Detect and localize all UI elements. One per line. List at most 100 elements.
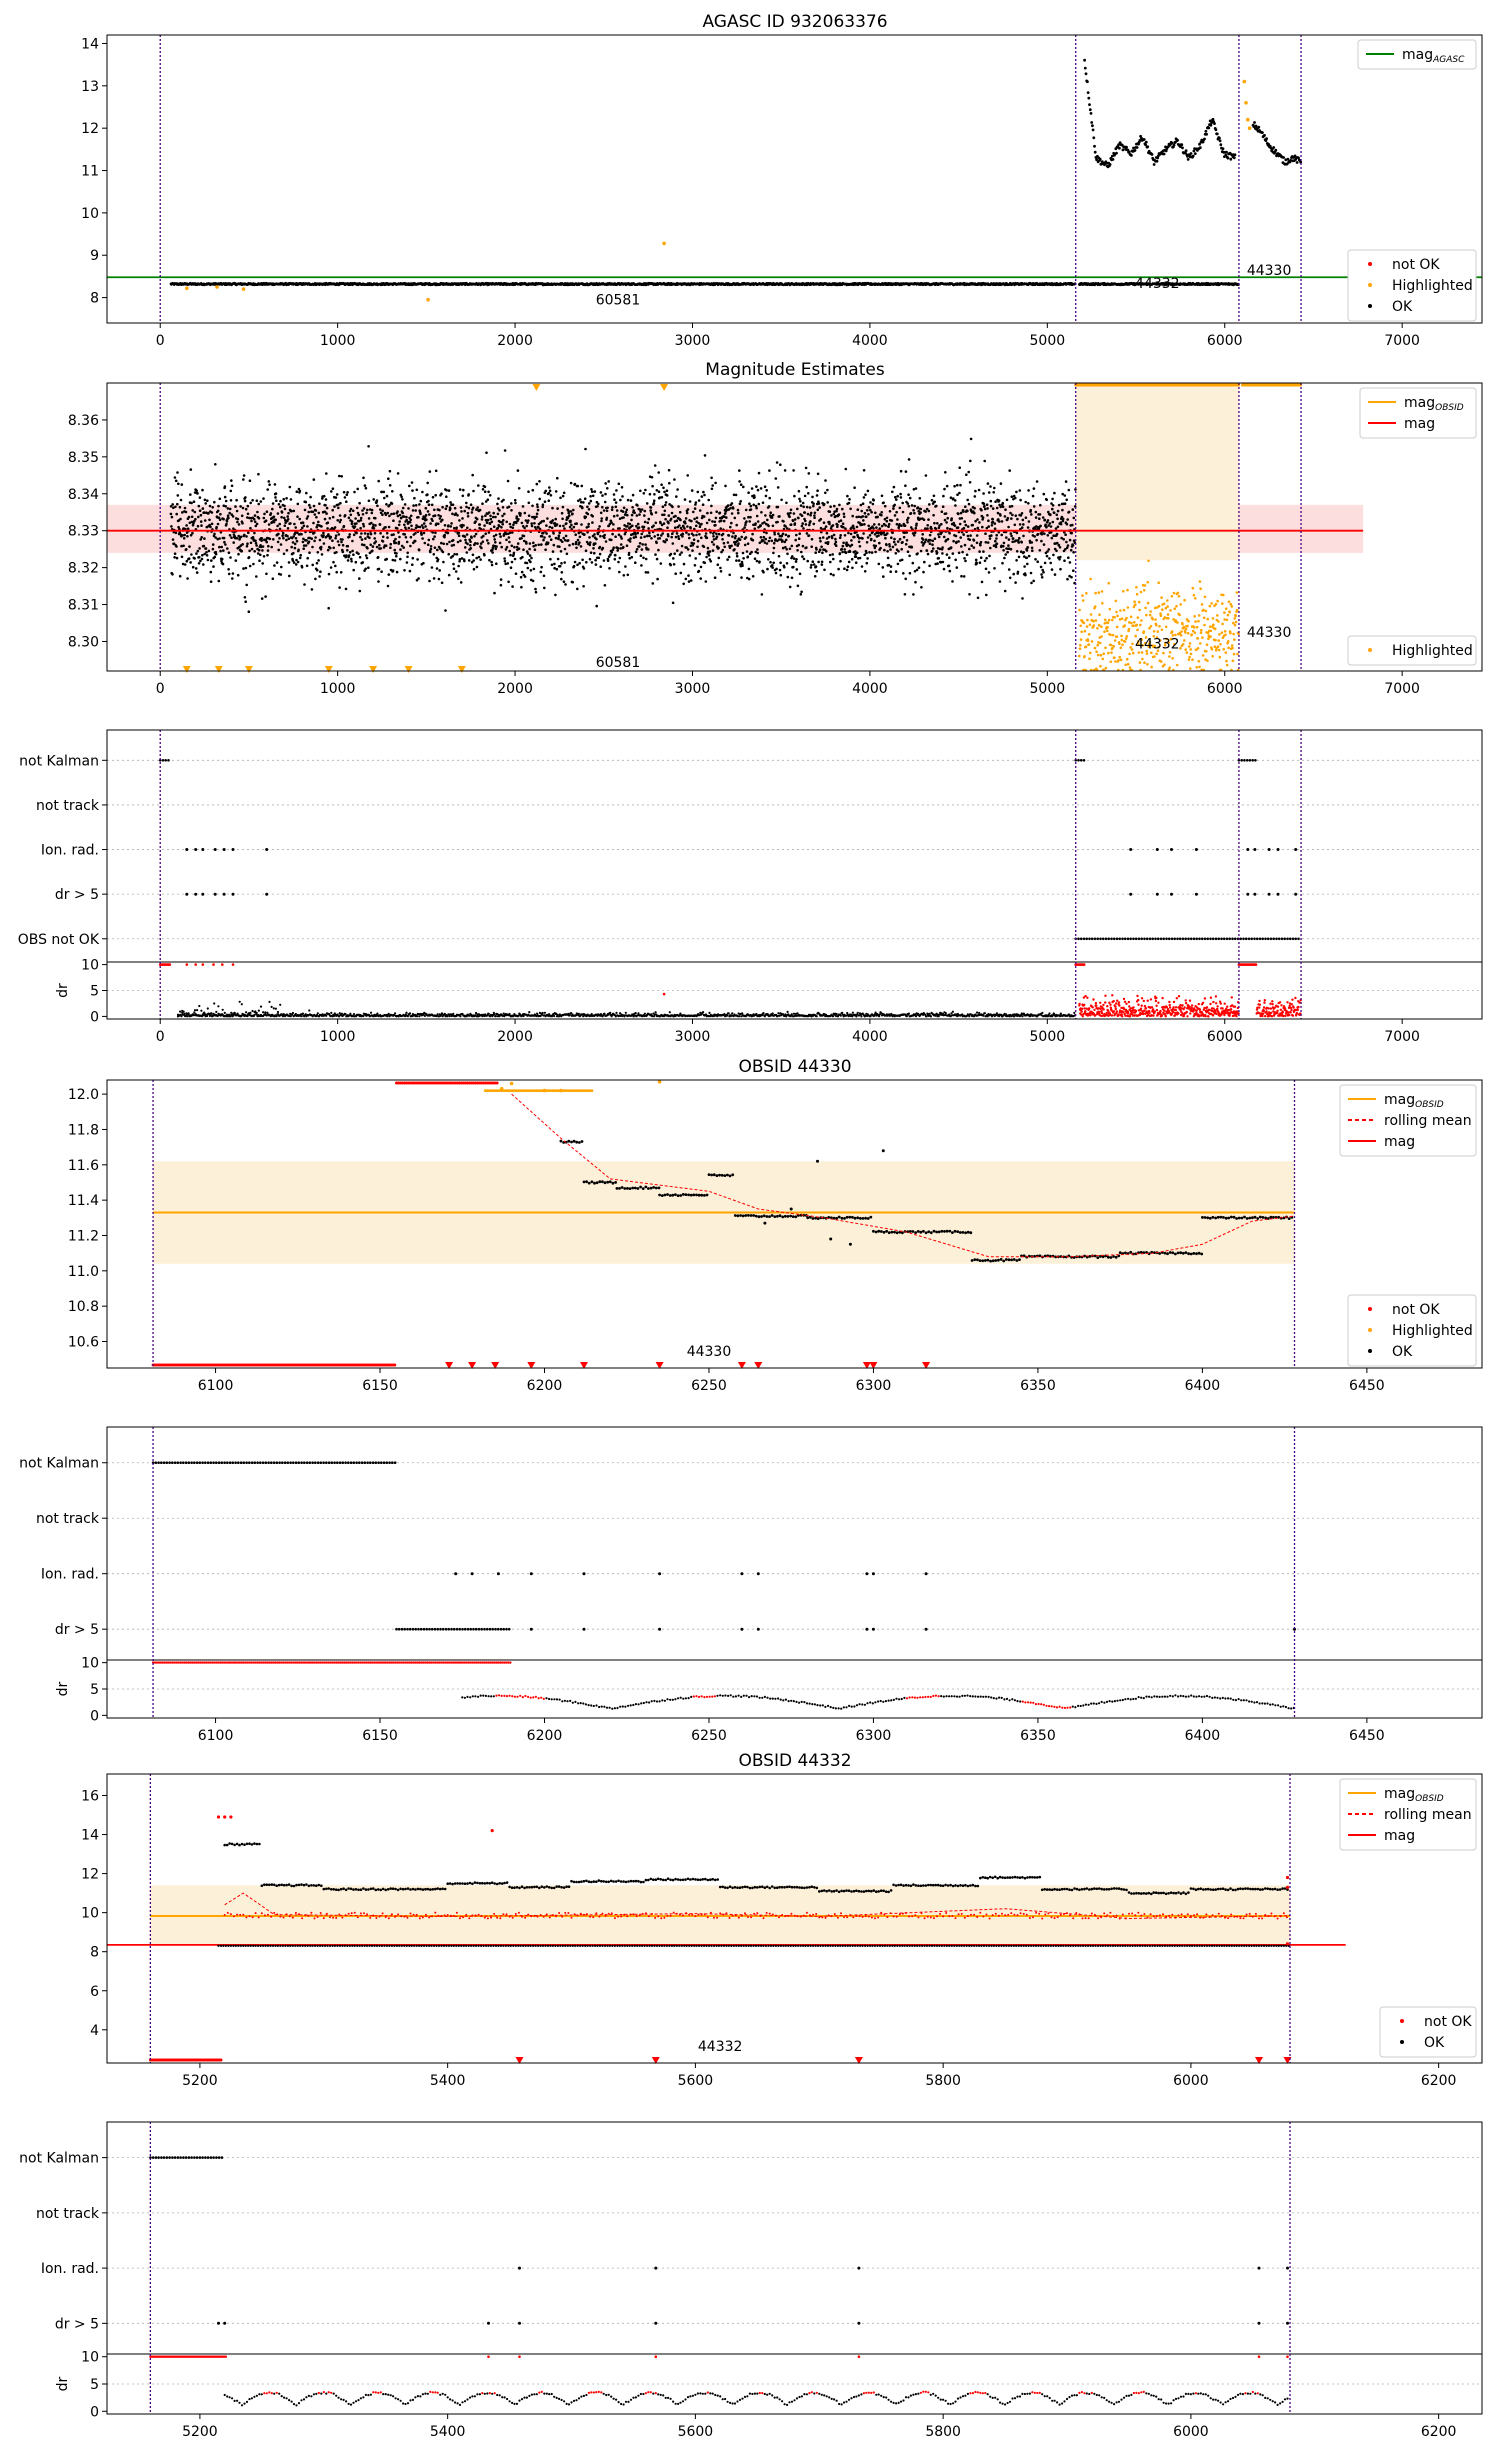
ok-point [171,573,174,576]
ok-point [804,523,808,526]
ok-point [1192,149,1196,153]
ok-point [255,499,259,503]
ok-point [553,562,556,566]
ok-point [588,536,591,539]
ok-point [610,538,613,542]
ok-point [346,491,349,494]
ok-point [517,518,520,521]
ok-point [681,532,685,536]
ok-point [498,509,501,512]
ok-point [807,492,810,495]
ok-point [472,567,476,571]
highlighted-point [1246,117,1250,122]
ok-point [1176,138,1179,142]
ok-point [800,590,803,594]
ok-point [370,511,374,515]
ok-point [653,464,657,467]
ok-point [538,497,541,501]
ok-point [672,563,676,566]
ok-point [664,503,667,507]
ok-point [331,539,334,542]
ok-point [266,488,270,491]
legend-bottom-label: Highlighted [1392,278,1473,294]
ok-point [432,537,435,541]
ok-point [533,548,537,551]
ok-point [735,552,739,555]
ok-point [842,515,846,518]
ok-point [261,549,264,552]
ok-point [1181,146,1184,150]
ok-point [1130,154,1133,157]
ok-point [587,508,591,511]
ok-point [502,519,505,522]
ok-point [333,526,337,529]
ok-point [249,526,252,530]
ok-point [759,536,763,539]
ok-point [301,540,305,544]
ok-point [805,485,808,489]
ok-point [219,549,222,553]
ok-point [792,565,795,569]
ok-point [858,556,862,560]
ok-point [626,513,629,517]
ok-point [210,559,213,562]
ok-point [640,564,643,567]
ok-point [644,557,648,561]
ok-point [590,488,593,491]
ok-point [679,571,683,575]
ok-point [679,518,682,522]
ok-point [197,515,200,519]
ok-point [629,537,632,540]
ok-point [191,565,195,569]
ok-point [463,559,466,563]
ok-point [352,553,355,556]
ok-point [525,524,528,528]
ok-point [864,493,867,497]
ok-point [861,515,865,518]
ok-point [171,538,175,541]
ok-point [749,515,752,519]
ok-point [823,527,827,531]
ok-point [424,525,427,528]
ok-point [566,539,570,542]
ok-point [190,501,193,505]
ok-point [1115,151,1118,155]
ok-point [475,565,479,569]
ok-point [513,498,517,502]
ok-point [857,515,861,519]
ok-point [449,525,453,528]
ok-point [870,510,873,514]
legend-bottom-swatch [1368,304,1372,308]
ok-point [598,545,602,549]
ok-point [364,486,368,490]
ok-point [1282,156,1285,159]
ok-point [703,454,707,457]
ok-point [845,541,848,544]
ok-point [826,501,829,504]
ok-point [241,543,244,546]
ok-point [643,520,647,524]
ok-point [694,524,698,528]
ok-point [206,558,210,562]
ok-point [726,504,730,507]
ok-point [257,548,261,552]
ok-point [286,527,290,530]
ok-point [355,506,359,510]
ok-point [364,537,367,540]
ok-point [504,548,508,551]
ok-point [698,509,702,512]
ok-point [429,547,433,551]
ok-point [692,510,695,514]
ok-point [195,489,198,493]
ok-point [274,492,278,495]
ok-point [1084,72,1088,76]
ok-point [631,524,634,528]
highlighted-point [1244,101,1248,105]
ok-point [377,567,381,571]
ok-point [524,519,528,522]
ok-point [169,512,173,516]
ok-point [475,556,479,560]
ok-point [215,525,218,529]
ok-point [383,496,386,500]
ok-point [323,517,327,521]
